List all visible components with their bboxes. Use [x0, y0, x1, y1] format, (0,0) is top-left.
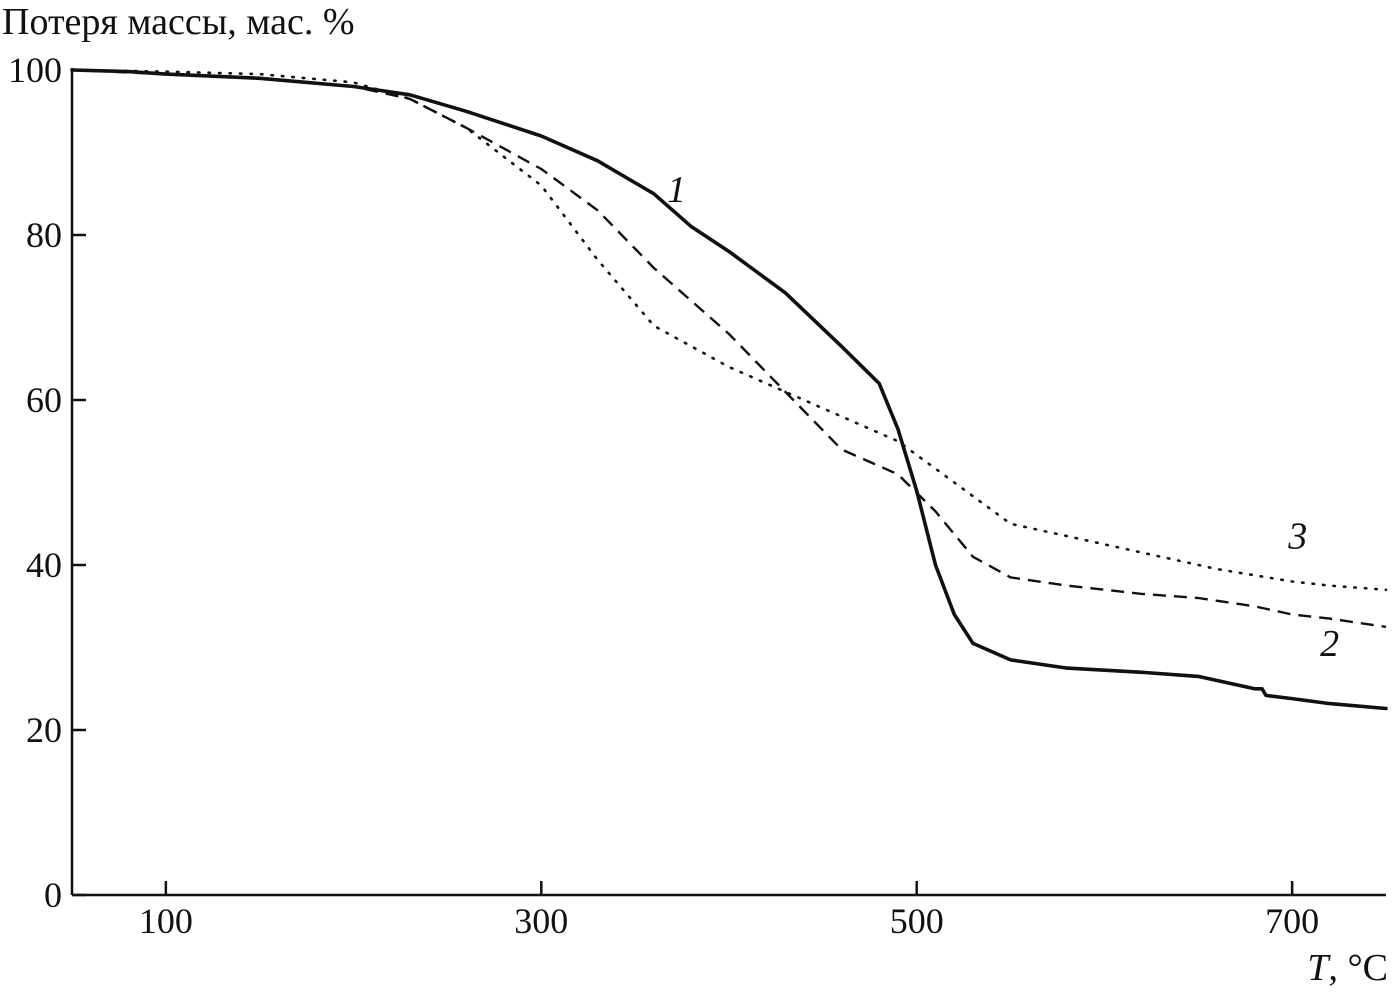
- x-tick-label: 100: [139, 901, 193, 941]
- y-axis-title: Потеря массы, мас. %: [2, 1, 354, 43]
- y-tick-label: 20: [26, 710, 62, 750]
- axes: 0 20 40 60 80 100 100 300 500 700: [8, 50, 1386, 941]
- y-tick-label: 80: [26, 215, 62, 255]
- y-tick-label: 40: [26, 545, 62, 585]
- x-axis-variable: T: [1307, 947, 1331, 989]
- y-tick-label: 0: [44, 875, 62, 915]
- series-line-2: [71, 68, 1387, 629]
- x-tick-label: 700: [1265, 901, 1319, 941]
- curve-label-2: 2: [1320, 623, 1339, 665]
- series-layer: [70, 68, 1388, 711]
- curve-label-3: 3: [1287, 516, 1307, 558]
- x-tick-label: 500: [890, 901, 944, 941]
- x-axis-title: T, °C: [1307, 947, 1388, 989]
- y-tick-label: 60: [26, 380, 62, 420]
- y-tick-label: 100: [8, 50, 62, 90]
- curve-label-1: 1: [667, 169, 686, 211]
- x-axis-unit: , °C: [1328, 947, 1388, 989]
- x-tick-label: 300: [514, 901, 568, 941]
- series-line-3: [70, 68, 1388, 592]
- series-line-1: [70, 68, 1388, 711]
